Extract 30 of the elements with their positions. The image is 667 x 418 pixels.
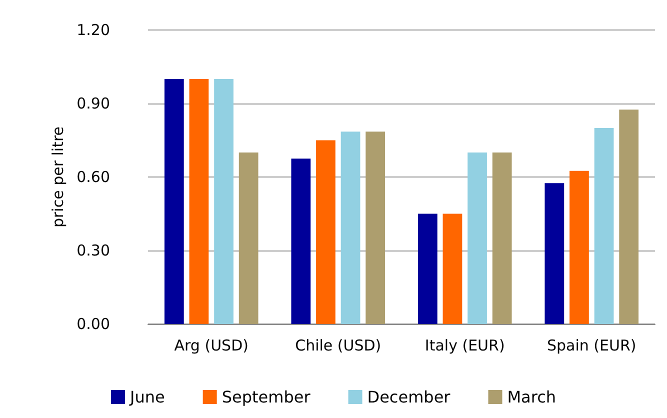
bar — [570, 170, 589, 324]
bar — [619, 110, 639, 324]
bar — [238, 152, 258, 324]
bar — [189, 79, 209, 324]
bar — [468, 152, 487, 324]
x-tick-label: Italy (EUR) — [424, 336, 505, 354]
bar — [316, 140, 336, 324]
bar — [418, 214, 438, 324]
bar — [291, 158, 311, 324]
bar — [544, 183, 564, 324]
y-axis-title: price per litre — [49, 126, 68, 228]
bar — [594, 128, 614, 324]
bar — [492, 152, 512, 324]
legend-label: March — [507, 388, 556, 406]
bar — [340, 132, 360, 324]
legend-label: June — [128, 388, 165, 406]
bar — [366, 132, 386, 324]
bar — [442, 214, 462, 324]
y-tick-label: 1.20 — [76, 21, 110, 39]
y-tick-label: 0.60 — [76, 168, 110, 186]
y-tick-label: 0.30 — [76, 242, 110, 260]
y-tick-label: 0.00 — [76, 315, 110, 333]
bar — [164, 79, 184, 324]
legend-label: December — [367, 388, 451, 406]
x-tick-label: Spain (EUR) — [546, 336, 636, 354]
x-tick-label: Chile (USD) — [295, 336, 382, 354]
x-tick-label: Arg (USD) — [174, 336, 248, 354]
bar — [214, 79, 234, 324]
legend-label: September — [222, 388, 311, 406]
y-tick-label: 0.90 — [76, 94, 110, 112]
